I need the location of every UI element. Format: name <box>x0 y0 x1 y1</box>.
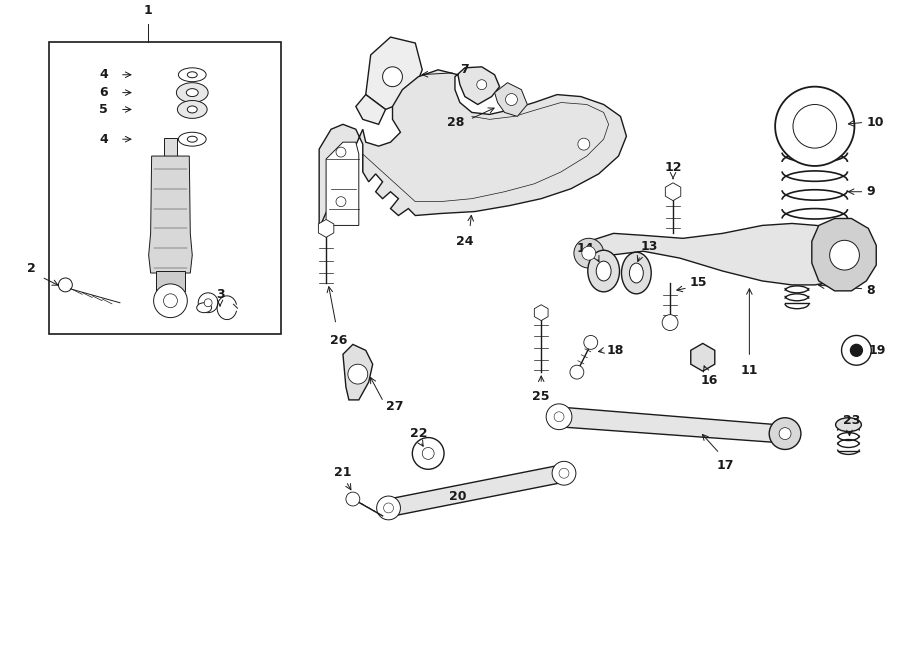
Circle shape <box>584 336 598 350</box>
Text: 4: 4 <box>99 68 108 81</box>
Circle shape <box>793 104 837 148</box>
Text: 10: 10 <box>867 116 884 129</box>
Circle shape <box>850 344 862 356</box>
Circle shape <box>830 241 860 270</box>
Circle shape <box>422 447 434 459</box>
Text: 20: 20 <box>449 490 467 502</box>
Circle shape <box>58 278 72 292</box>
Text: 27: 27 <box>385 401 403 413</box>
Ellipse shape <box>177 100 207 118</box>
Text: 18: 18 <box>607 344 624 357</box>
Circle shape <box>412 438 444 469</box>
Polygon shape <box>343 344 373 400</box>
Text: 12: 12 <box>664 161 682 174</box>
Text: 8: 8 <box>867 284 875 297</box>
Polygon shape <box>557 407 777 442</box>
Ellipse shape <box>197 303 211 313</box>
Polygon shape <box>577 223 857 285</box>
Circle shape <box>198 293 218 313</box>
Text: 15: 15 <box>690 276 707 290</box>
Text: 4: 4 <box>99 133 108 145</box>
Text: 11: 11 <box>741 364 758 377</box>
Text: 3: 3 <box>216 288 224 301</box>
Circle shape <box>559 468 569 478</box>
Circle shape <box>581 247 596 260</box>
Circle shape <box>775 87 854 166</box>
Text: 7: 7 <box>460 63 469 76</box>
Circle shape <box>779 428 791 440</box>
Circle shape <box>554 412 564 422</box>
Circle shape <box>204 299 212 307</box>
Polygon shape <box>326 142 359 225</box>
Circle shape <box>570 366 584 379</box>
Text: 17: 17 <box>716 459 734 473</box>
Circle shape <box>842 336 871 366</box>
Polygon shape <box>365 37 422 110</box>
Ellipse shape <box>418 452 439 462</box>
Ellipse shape <box>178 68 206 82</box>
Circle shape <box>348 364 368 384</box>
Circle shape <box>477 80 487 90</box>
Circle shape <box>552 461 576 485</box>
Circle shape <box>154 284 187 318</box>
Polygon shape <box>148 156 193 273</box>
Text: 22: 22 <box>410 426 427 440</box>
Circle shape <box>546 404 572 430</box>
Circle shape <box>662 315 678 330</box>
Text: 5: 5 <box>99 103 108 116</box>
Text: 16: 16 <box>701 374 718 387</box>
Circle shape <box>164 294 177 308</box>
Ellipse shape <box>178 132 206 146</box>
Circle shape <box>376 496 400 520</box>
Circle shape <box>383 503 393 513</box>
Text: 6: 6 <box>99 86 108 99</box>
Ellipse shape <box>186 89 198 97</box>
Text: 28: 28 <box>447 116 465 129</box>
Text: 23: 23 <box>842 414 860 426</box>
Text: 21: 21 <box>334 466 352 479</box>
Ellipse shape <box>629 263 643 283</box>
Circle shape <box>382 67 402 87</box>
Ellipse shape <box>176 83 208 102</box>
Polygon shape <box>812 219 877 291</box>
Polygon shape <box>495 83 527 116</box>
Text: 9: 9 <box>867 185 875 198</box>
Circle shape <box>346 492 360 506</box>
Text: 25: 25 <box>533 390 550 403</box>
Circle shape <box>506 94 518 106</box>
Ellipse shape <box>835 418 861 432</box>
Polygon shape <box>356 95 385 124</box>
Text: 26: 26 <box>330 334 347 347</box>
Polygon shape <box>320 67 626 229</box>
Text: 1: 1 <box>143 4 152 17</box>
Circle shape <box>336 147 346 157</box>
Ellipse shape <box>187 136 197 142</box>
Circle shape <box>578 138 590 150</box>
Text: 24: 24 <box>456 235 473 248</box>
Ellipse shape <box>187 72 197 78</box>
Polygon shape <box>389 464 564 517</box>
Text: 2: 2 <box>27 262 36 275</box>
Text: 14: 14 <box>576 242 594 255</box>
FancyBboxPatch shape <box>49 42 282 334</box>
Ellipse shape <box>588 251 619 292</box>
Ellipse shape <box>187 106 197 113</box>
FancyBboxPatch shape <box>164 138 177 156</box>
Circle shape <box>574 239 604 268</box>
Ellipse shape <box>596 261 611 281</box>
Circle shape <box>770 418 801 449</box>
Circle shape <box>336 197 346 207</box>
Text: 13: 13 <box>640 240 658 253</box>
Ellipse shape <box>622 253 652 294</box>
Text: 19: 19 <box>868 344 886 357</box>
FancyBboxPatch shape <box>156 271 185 291</box>
